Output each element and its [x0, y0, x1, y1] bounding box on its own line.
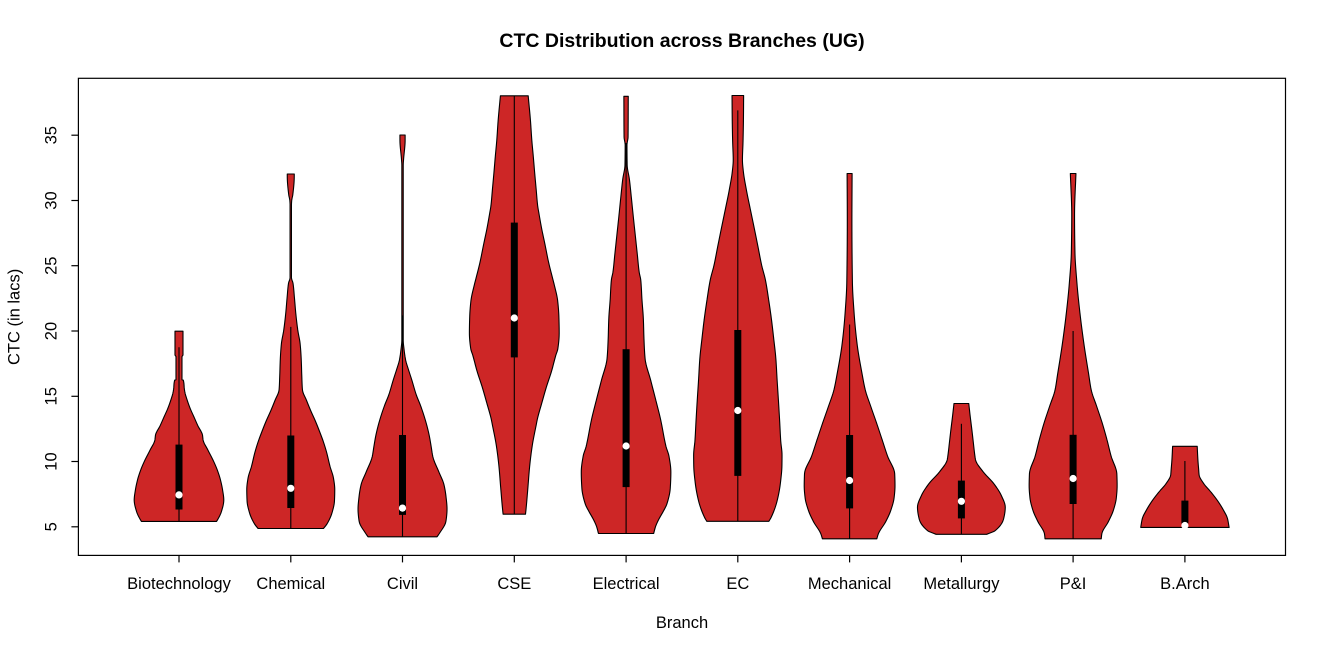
svg-text:25: 25 [43, 257, 61, 275]
svg-text:CTC Distribution across Branch: CTC Distribution across Branches (UG) [499, 30, 864, 52]
svg-text:Mechanical: Mechanical [808, 575, 891, 593]
svg-text:20: 20 [43, 322, 61, 340]
svg-text:P&I: P&I [1060, 575, 1087, 593]
svg-text:CSE: CSE [497, 575, 531, 593]
svg-text:5: 5 [43, 522, 61, 531]
svg-text:15: 15 [43, 387, 61, 405]
svg-text:Branch: Branch [656, 614, 708, 632]
svg-text:EC: EC [726, 575, 749, 593]
svg-text:CTC (in lacs): CTC (in lacs) [5, 269, 23, 365]
svg-text:Electrical: Electrical [593, 575, 660, 593]
svg-text:35: 35 [43, 126, 61, 144]
svg-text:Chemical: Chemical [256, 575, 325, 593]
svg-text:B.Arch: B.Arch [1160, 575, 1210, 593]
svg-text:Civil: Civil [387, 575, 418, 593]
svg-text:10: 10 [43, 452, 61, 470]
svg-text:30: 30 [43, 191, 61, 209]
svg-text:Biotechnology: Biotechnology [127, 575, 231, 593]
svg-text:Metallurgy: Metallurgy [923, 575, 1000, 593]
